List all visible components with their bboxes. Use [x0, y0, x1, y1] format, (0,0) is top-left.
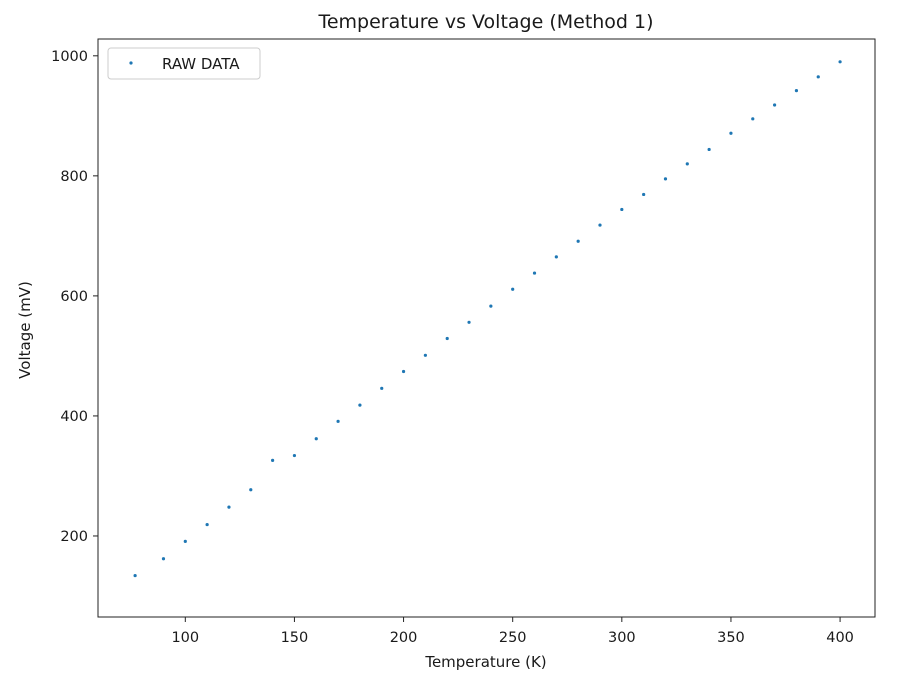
- data-point: [554, 255, 558, 259]
- y-tick-label: 400: [60, 409, 88, 425]
- data-point: [707, 147, 711, 152]
- data-point: [751, 117, 755, 121]
- data-point: [183, 539, 187, 543]
- data-point: [598, 223, 602, 227]
- data-point: [249, 488, 253, 492]
- x-axis-label: Temperature (K): [424, 653, 546, 671]
- axis-ticks: 100 150 200 250 300 350 400 200 400 600 800 1000: [51, 49, 854, 646]
- y-tick-label: 1000: [51, 49, 88, 65]
- y-tick-label: 200: [60, 529, 88, 545]
- data-point: [576, 239, 580, 243]
- legend-label-raw-data: RAW DATA: [162, 55, 240, 73]
- data-point: [620, 207, 624, 212]
- data-point: [292, 453, 297, 458]
- data-point: [729, 131, 733, 135]
- x-tick-label: 300: [608, 630, 636, 646]
- data-point: [489, 304, 493, 308]
- legend: RAW DATA: [107, 47, 261, 80]
- x-tick-label: 200: [390, 630, 418, 646]
- data-point: [445, 336, 449, 341]
- data-point: [663, 177, 668, 181]
- data-point: [401, 369, 406, 374]
- data-point: [358, 403, 362, 407]
- data-point: [773, 103, 777, 107]
- data-point: [511, 287, 515, 291]
- data-point: [314, 437, 318, 441]
- x-tick-label: 400: [826, 630, 854, 646]
- data-point: [794, 89, 799, 93]
- data-point: [336, 419, 340, 423]
- data-point: [685, 162, 689, 166]
- data-points: [133, 60, 842, 578]
- legend-box: [107, 47, 261, 80]
- data-point: [838, 60, 842, 64]
- chart-title: Temperature vs Voltage (Method 1): [317, 11, 653, 33]
- plot-area: [97, 38, 876, 618]
- data-point: [133, 573, 137, 578]
- data-point: [642, 192, 646, 197]
- y-tick-label: 800: [60, 169, 88, 185]
- x-tick-label: 100: [171, 630, 199, 646]
- data-point: [227, 505, 231, 509]
- data-point: [423, 353, 427, 357]
- x-tick-label: 150: [281, 630, 309, 646]
- y-tick-label: 600: [60, 289, 88, 305]
- data-point: [271, 458, 275, 462]
- data-point: [161, 557, 166, 561]
- x-tick-label: 250: [499, 630, 527, 646]
- y-axis-label: Voltage (mV): [16, 281, 34, 379]
- data-point: [816, 75, 820, 79]
- legend-marker-raw-data: [129, 61, 133, 65]
- data-point: [380, 386, 384, 390]
- data-point: [532, 271, 537, 275]
- x-tick-label: 350: [717, 630, 745, 646]
- data-point: [205, 522, 209, 527]
- data-point: [467, 320, 471, 324]
